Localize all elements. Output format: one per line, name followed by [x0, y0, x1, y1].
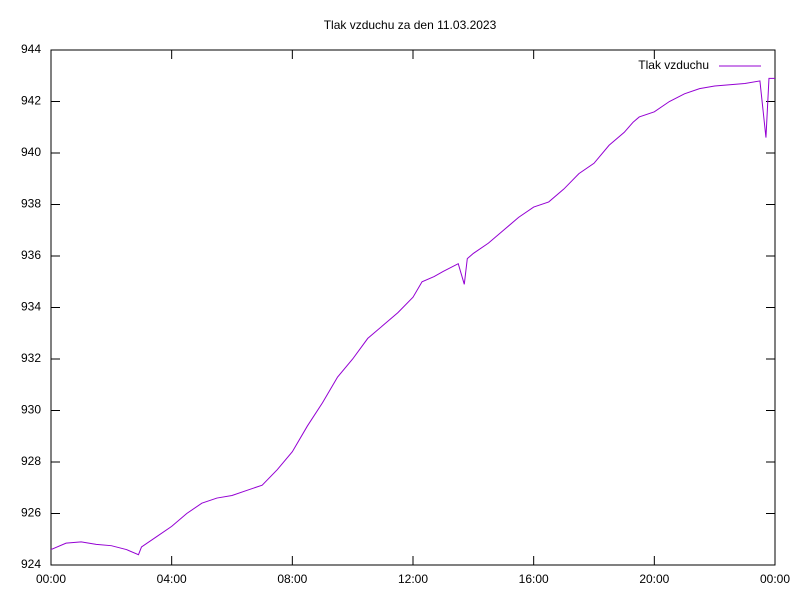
x-tick-label: 12:00: [398, 572, 428, 586]
data-line: [50, 77, 775, 556]
y-tick-label: 938: [21, 197, 41, 211]
y-tick-label: 940: [21, 145, 41, 159]
y-tick-label: 928: [21, 454, 41, 468]
x-tick-label: 00:00: [36, 572, 66, 586]
x-tick-label: 16:00: [519, 572, 549, 586]
x-tick-label: 20:00: [639, 572, 669, 586]
legend-label: Tlak vzduchu: [638, 58, 709, 72]
x-tick-label: 08:00: [277, 572, 307, 586]
y-tick-label: 932: [21, 351, 41, 365]
chart-title: Tlak vzduchu za den 11.03.2023: [324, 18, 497, 32]
y-tick-label: 930: [21, 403, 41, 417]
plot-border: [50, 49, 776, 566]
y-tick-label: 936: [21, 248, 41, 262]
y-tick-label: 942: [21, 94, 41, 108]
y-tick-label: 924: [21, 557, 41, 571]
y-tick-label: 934: [21, 300, 41, 314]
x-tick-label: 04:00: [157, 572, 187, 586]
x-tick-label: 00:00: [760, 572, 790, 586]
y-tick-label: 944: [21, 42, 41, 56]
y-tick-label: 926: [21, 506, 41, 520]
